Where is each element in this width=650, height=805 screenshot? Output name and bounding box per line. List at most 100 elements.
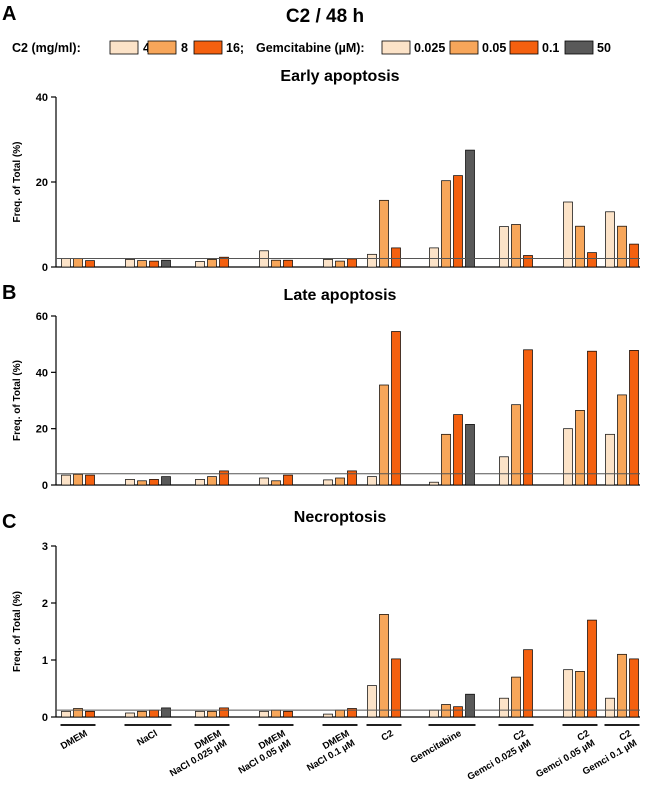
- bar: [271, 709, 281, 718]
- y-tick-label: 60: [36, 311, 48, 323]
- bar: [367, 476, 377, 486]
- panel-letter: C: [2, 511, 16, 533]
- bar: [587, 619, 597, 718]
- x-group-label-line: C2: [617, 728, 633, 744]
- y-tick-label: 40: [36, 367, 48, 379]
- bar: [335, 477, 345, 486]
- legend-swatch-c2-8: [147, 40, 177, 55]
- bar: [465, 693, 475, 718]
- bar: [137, 480, 147, 486]
- bar: [441, 433, 451, 486]
- legend-label-c2-16: 16;: [226, 41, 244, 55]
- bar: [605, 211, 615, 268]
- y-axis-label: Freq. of Total (%): [12, 360, 23, 441]
- bar: [195, 261, 205, 268]
- figure-title: C2 / 48 h: [286, 6, 364, 27]
- x-axis-group-labels: DMEM NaCl DMEMNaCl 0.025 µM DMEMNaCl 0.05 µ…: [59, 724, 640, 783]
- x-group-label: C2: [379, 728, 395, 744]
- x-group-label-line: C2: [511, 728, 527, 744]
- bar: [137, 260, 147, 268]
- panel-letter: A: [2, 3, 16, 25]
- y-tick-label: 3: [42, 541, 48, 553]
- bar: [323, 713, 333, 718]
- bar: [453, 175, 463, 268]
- bar: [453, 414, 463, 486]
- y-axis-label: Freq. of Total (%): [12, 142, 23, 223]
- bar: [323, 479, 333, 486]
- bar: [575, 671, 585, 718]
- x-group-label: DMEMNaCl 0.1 µM: [300, 728, 357, 774]
- bar: [523, 255, 533, 268]
- bar: [259, 710, 269, 718]
- legend-label-gem-01: 0.1: [542, 41, 559, 55]
- legend-label-c2-4: 4: [143, 41, 150, 55]
- bar: [85, 474, 95, 486]
- legend: C2 (mg/ml): 4 8 16; Gemcitabine (µM): 0.…: [12, 40, 611, 55]
- y-tick-label: 0: [42, 712, 48, 724]
- bar: [195, 710, 205, 718]
- x-group-label-line: Gemcitabine: [409, 728, 464, 766]
- x-group-label-line: Gemci 0.025 µM: [466, 738, 533, 783]
- bar: [429, 247, 439, 268]
- bar: [441, 180, 451, 268]
- bar: [323, 259, 333, 268]
- bar: [73, 258, 83, 268]
- panel-title: Necroptosis: [294, 509, 387, 526]
- bar: [629, 243, 639, 268]
- bar: [391, 247, 401, 268]
- bar: [511, 404, 521, 486]
- legend-swatch-gem-01: [509, 40, 539, 55]
- bar: [335, 260, 345, 268]
- bar: [73, 708, 83, 718]
- x-group-label: DMEMNaCl 0.05 µM: [231, 728, 293, 776]
- y-tick-label: 1: [42, 655, 48, 667]
- bar: [61, 258, 71, 268]
- bar: [499, 226, 509, 268]
- bar: [617, 225, 627, 268]
- bar: [563, 669, 573, 718]
- bar: [283, 474, 293, 486]
- bar: [367, 253, 377, 268]
- bar: [149, 709, 159, 718]
- bar: [85, 710, 95, 718]
- bar: [453, 706, 463, 718]
- x-group-label-line: C2: [379, 728, 395, 744]
- bar: [219, 707, 229, 718]
- panel-B: B Late apoptosis Freq. of Total (%) 0 20 40 60: [2, 282, 640, 492]
- y-tick-label: 0: [42, 480, 48, 492]
- legend-swatch-c2-4: [109, 40, 139, 55]
- bar: [587, 350, 597, 486]
- legend-label-gem-0025: 0.025: [414, 41, 445, 55]
- bar: [391, 658, 401, 718]
- bar: [283, 259, 293, 268]
- bar: [605, 433, 615, 486]
- bar: [429, 481, 439, 486]
- bar: [605, 697, 615, 718]
- x-group-label: NaCl: [135, 728, 159, 748]
- bar: [195, 479, 205, 486]
- bar: [441, 704, 451, 718]
- bar: [465, 424, 475, 486]
- y-tick-label: 40: [36, 92, 48, 104]
- x-group-label-line: DMEM: [59, 728, 90, 752]
- x-group-label-line: NaCl: [135, 728, 159, 748]
- bar: [347, 708, 357, 718]
- legend-swatch-c2-16: [193, 40, 223, 55]
- x-group-label: DMEM: [59, 728, 90, 752]
- bar: [125, 479, 135, 486]
- bar: [629, 350, 639, 486]
- bar: [499, 697, 509, 718]
- bar: [429, 709, 439, 718]
- bar: [161, 259, 171, 268]
- y-axis-label: Freq. of Total (%): [12, 591, 23, 672]
- bar: [465, 149, 475, 268]
- bar: [149, 479, 159, 486]
- legend-label-gem-005: 0.05: [482, 41, 506, 55]
- panel-title: Late apoptosis: [284, 287, 397, 304]
- x-group-label: Gemcitabine: [409, 728, 464, 766]
- bar: [367, 685, 377, 718]
- y-tick-label: 20: [36, 424, 48, 436]
- y-tick-label: 2: [42, 598, 48, 610]
